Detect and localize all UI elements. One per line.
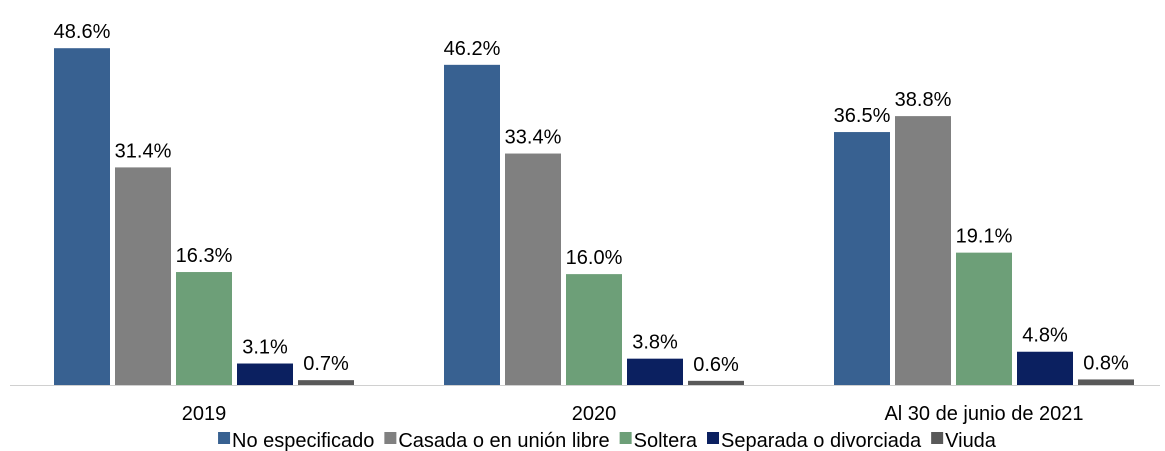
legend-swatch: [707, 432, 720, 444]
value-label: 48.6%: [54, 21, 111, 43]
x-tick-label: 2019: [182, 403, 227, 425]
bar: [1017, 351, 1073, 385]
x-tick-label: 2020: [572, 403, 617, 425]
value-label: 36.5%: [834, 105, 891, 127]
bar: [688, 380, 744, 385]
value-label: 46.2%: [444, 38, 501, 60]
legend-label: Separada o divorciada: [721, 430, 922, 451]
value-label: 16.0%: [566, 247, 623, 269]
legend-label: Casada o en unión libre: [398, 430, 609, 451]
bar: [627, 358, 683, 385]
value-label: 33.4%: [505, 127, 562, 149]
legend-swatch: [931, 432, 944, 444]
legend-label: Soltera: [634, 430, 698, 451]
value-label: 0.7%: [303, 353, 349, 375]
legend-label: Viuda: [945, 430, 997, 451]
legend-swatch: [619, 432, 632, 444]
bar: [566, 274, 622, 385]
value-label: 0.6%: [693, 354, 739, 376]
value-label: 16.3%: [176, 245, 233, 267]
legend-swatch: [218, 432, 231, 444]
bar: [176, 272, 232, 385]
legend-label: No especificado: [232, 430, 374, 451]
bar: [505, 153, 561, 385]
bar: [54, 48, 110, 386]
bar: [237, 363, 293, 385]
bar: [444, 64, 500, 386]
value-label: 0.8%: [1083, 352, 1129, 374]
value-label: 19.1%: [956, 226, 1013, 248]
value-label: 31.4%: [115, 140, 172, 162]
legend-swatch: [384, 432, 397, 444]
value-label: 4.8%: [1022, 325, 1068, 347]
value-label: 3.8%: [632, 332, 678, 354]
x-tick-label: Al 30 de junio de 2021: [884, 403, 1083, 425]
bar: [1078, 379, 1134, 385]
bar: [956, 252, 1012, 385]
bar: [834, 132, 890, 385]
bar: [895, 116, 951, 385]
value-label: 38.8%: [895, 89, 952, 111]
bar: [115, 167, 171, 385]
bar: [298, 380, 354, 385]
value-label: 3.1%: [242, 337, 288, 359]
